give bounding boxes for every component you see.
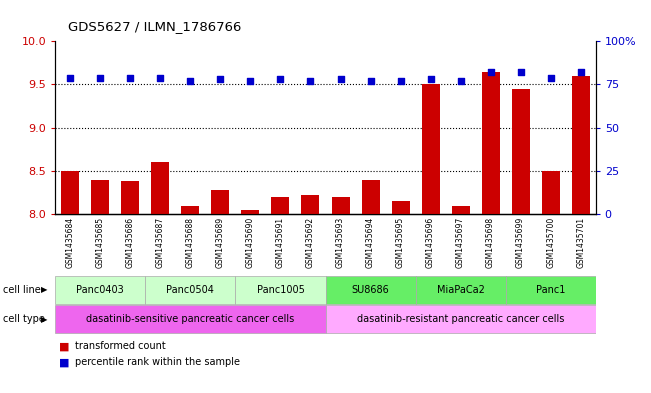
Point [486, 69, 496, 75]
Bar [242, 210, 260, 214]
Bar [506, 276, 596, 304]
Bar [326, 305, 596, 333]
Point [365, 78, 376, 84]
Bar [182, 206, 199, 214]
Bar [145, 276, 236, 304]
Text: MiaPaCa2: MiaPaCa2 [437, 285, 484, 295]
Bar [422, 84, 439, 214]
Point [245, 78, 256, 84]
Bar [152, 162, 169, 214]
Bar [391, 201, 409, 214]
Point [125, 74, 135, 81]
Point [546, 74, 556, 81]
Text: ■: ■ [59, 342, 69, 351]
Bar [236, 276, 326, 304]
Bar [212, 190, 229, 214]
Point [186, 78, 196, 84]
Text: ▶: ▶ [41, 315, 48, 324]
Point [305, 78, 316, 84]
Point [65, 74, 76, 81]
Text: SU8686: SU8686 [352, 285, 389, 295]
Bar [55, 305, 325, 333]
Bar [55, 276, 145, 304]
Text: Panc1005: Panc1005 [256, 285, 305, 295]
Text: dasatinib-resistant pancreatic cancer cells: dasatinib-resistant pancreatic cancer ce… [357, 314, 564, 324]
Point [275, 76, 286, 83]
Bar [482, 72, 499, 214]
Bar [452, 206, 469, 214]
Text: GDS5627 / ILMN_1786766: GDS5627 / ILMN_1786766 [68, 20, 242, 33]
Bar [121, 181, 139, 214]
Point [575, 69, 586, 75]
Text: Panc0504: Panc0504 [167, 285, 214, 295]
Bar [331, 197, 350, 214]
Point [95, 74, 105, 81]
Point [516, 69, 526, 75]
Text: percentile rank within the sample: percentile rank within the sample [75, 357, 240, 367]
Bar [326, 276, 415, 304]
Bar [542, 171, 560, 214]
Text: cell type: cell type [3, 314, 45, 324]
Point [215, 76, 226, 83]
Bar [361, 180, 380, 214]
Point [155, 74, 165, 81]
Bar [91, 180, 109, 214]
Bar [572, 76, 590, 214]
Bar [415, 276, 506, 304]
Point [456, 78, 466, 84]
Bar [512, 89, 530, 214]
Point [425, 76, 436, 83]
Bar [61, 171, 79, 214]
Bar [301, 195, 320, 214]
Text: ▶: ▶ [41, 285, 48, 294]
Text: Panc1: Panc1 [536, 285, 565, 295]
Text: dasatinib-sensitive pancreatic cancer cells: dasatinib-sensitive pancreatic cancer ce… [87, 314, 294, 324]
Text: transformed count: transformed count [75, 342, 165, 351]
Point [395, 78, 406, 84]
Text: Panc0403: Panc0403 [76, 285, 124, 295]
Text: cell line: cell line [3, 285, 41, 295]
Bar [271, 197, 290, 214]
Text: ■: ■ [59, 357, 69, 367]
Point [335, 76, 346, 83]
